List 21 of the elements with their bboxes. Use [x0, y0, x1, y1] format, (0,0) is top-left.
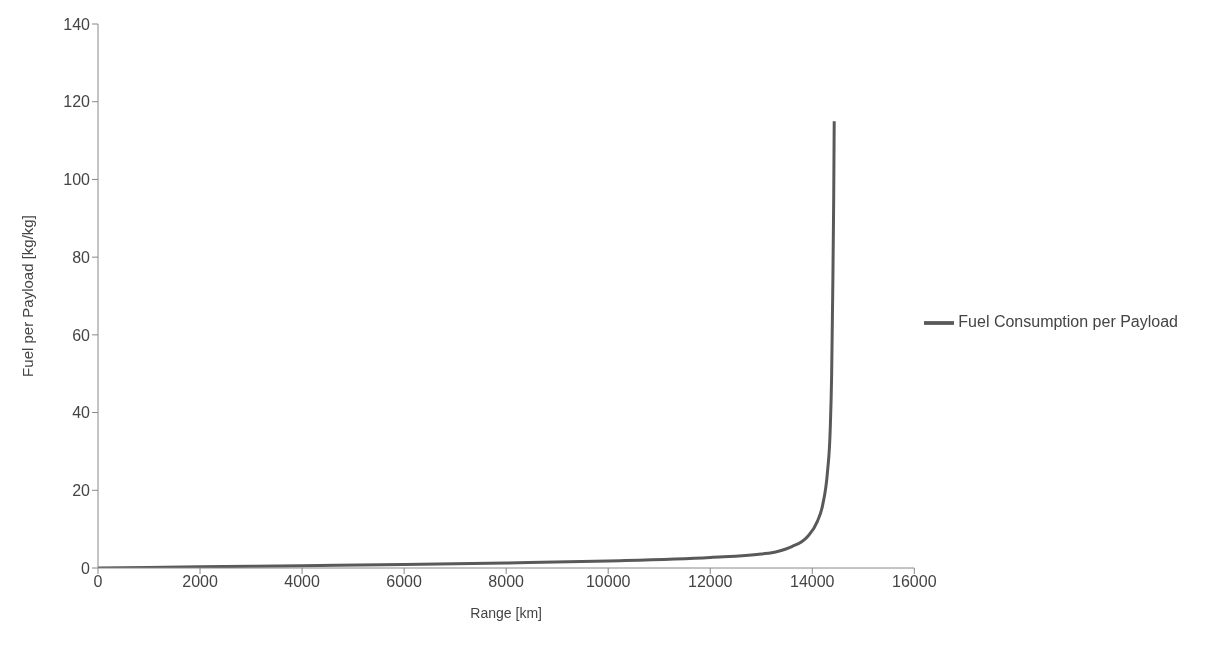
y-tick-label: 140: [63, 15, 91, 33]
x-tick-label: 6000: [386, 573, 423, 591]
y-tick-label: 40: [72, 404, 91, 422]
y-tick-label: 60: [72, 326, 91, 344]
x-tick-label: 4000: [284, 573, 320, 591]
legend-label: Fuel Consumption per Payload: [958, 313, 1178, 331]
y-tick-label: 0: [81, 559, 91, 577]
y-tick-label: 100: [63, 171, 91, 189]
x-tick-label: 14000: [790, 573, 835, 591]
y-tick-label: 20: [72, 481, 91, 499]
x-tick-label: 16000: [892, 573, 937, 591]
x-tick-label: 12000: [687, 573, 733, 591]
x-axis-title: Range [km]: [470, 605, 542, 621]
y-tick-label: 80: [72, 248, 91, 266]
x-tick-label: 2000: [182, 573, 218, 591]
y-axis-title: Fuel per Payload [kg/kg]: [19, 215, 37, 377]
x-tick-label: 0: [93, 573, 103, 591]
line-series: [98, 119, 836, 568]
y-tick-label: 120: [63, 93, 91, 111]
x-tick-label: 8000: [488, 573, 525, 591]
x-tick-label: 10000: [585, 573, 631, 591]
